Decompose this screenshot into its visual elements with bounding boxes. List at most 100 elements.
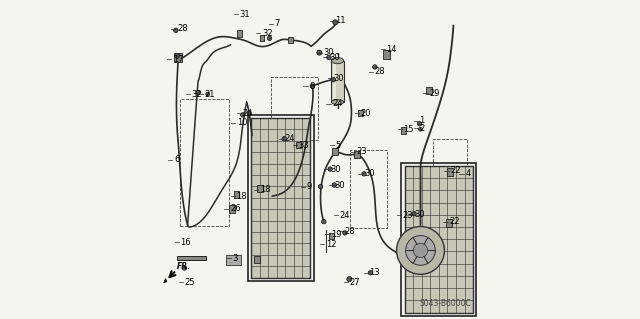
Text: 24: 24 — [284, 134, 295, 143]
Ellipse shape — [332, 57, 344, 63]
Text: 25: 25 — [184, 278, 195, 287]
Text: 19: 19 — [331, 230, 342, 239]
Bar — [174, 53, 182, 62]
Text: 23: 23 — [356, 147, 367, 156]
Bar — [180, 99, 229, 226]
Text: 29: 29 — [429, 89, 440, 98]
Circle shape — [397, 226, 444, 274]
Circle shape — [419, 127, 422, 131]
Bar — [404, 166, 473, 313]
Bar — [248, 115, 314, 281]
Text: 3: 3 — [232, 254, 237, 263]
Bar — [237, 29, 243, 37]
Bar — [229, 205, 236, 213]
Text: 10: 10 — [237, 118, 248, 127]
Text: 30: 30 — [323, 48, 334, 57]
Circle shape — [362, 172, 366, 176]
Text: 33: 33 — [298, 141, 309, 150]
Bar — [383, 50, 390, 59]
Circle shape — [417, 122, 422, 126]
Text: 30: 30 — [329, 53, 340, 62]
Text: 28: 28 — [177, 24, 188, 33]
Circle shape — [331, 78, 335, 82]
Text: 26: 26 — [230, 204, 241, 213]
Bar — [254, 256, 260, 263]
Bar — [350, 150, 387, 228]
Text: 32: 32 — [262, 29, 273, 38]
Text: FR.: FR. — [177, 262, 191, 271]
Text: 23: 23 — [403, 211, 413, 220]
Circle shape — [328, 167, 332, 171]
Circle shape — [206, 92, 210, 96]
Text: 16: 16 — [180, 238, 191, 247]
Text: 18: 18 — [260, 185, 271, 194]
Text: 4: 4 — [465, 169, 470, 178]
Text: 22: 22 — [450, 166, 461, 175]
Text: 12: 12 — [326, 240, 336, 249]
Text: 7: 7 — [275, 19, 280, 28]
Circle shape — [173, 28, 178, 33]
Text: S043-B6000C: S043-B6000C — [420, 299, 472, 308]
Circle shape — [282, 137, 287, 141]
Bar — [426, 87, 432, 94]
Circle shape — [326, 55, 331, 60]
Bar — [296, 142, 301, 148]
Text: 18: 18 — [236, 192, 247, 201]
Bar — [252, 118, 310, 278]
Bar — [446, 219, 452, 227]
Ellipse shape — [332, 100, 344, 105]
Text: 2: 2 — [420, 124, 425, 133]
Text: 28: 28 — [345, 227, 355, 236]
Circle shape — [196, 90, 200, 95]
Circle shape — [368, 271, 372, 275]
Circle shape — [347, 277, 352, 282]
Text: 8: 8 — [309, 82, 314, 91]
Text: 30: 30 — [364, 169, 374, 178]
Circle shape — [319, 184, 323, 189]
Text: 32: 32 — [192, 90, 202, 99]
Text: 30: 30 — [414, 210, 425, 219]
Circle shape — [317, 50, 322, 55]
Text: 13: 13 — [369, 268, 380, 277]
Circle shape — [413, 243, 428, 258]
Text: 30: 30 — [330, 165, 341, 174]
Bar — [271, 77, 319, 140]
Bar — [226, 255, 241, 265]
Circle shape — [332, 183, 337, 187]
FancyArrowPatch shape — [168, 272, 175, 279]
Circle shape — [247, 111, 252, 115]
Text: 15: 15 — [404, 125, 414, 134]
Bar — [401, 127, 406, 134]
Text: 27: 27 — [349, 278, 360, 287]
Text: 31: 31 — [239, 10, 250, 19]
Text: 24: 24 — [243, 109, 253, 118]
Text: 30: 30 — [334, 181, 345, 189]
Text: 9: 9 — [307, 182, 312, 191]
Text: 1: 1 — [420, 116, 425, 125]
Text: 14: 14 — [387, 45, 397, 54]
Circle shape — [182, 266, 187, 270]
Bar — [329, 233, 333, 239]
Text: 6: 6 — [174, 155, 179, 164]
Circle shape — [412, 211, 417, 216]
Text: 20: 20 — [361, 109, 371, 118]
Bar — [447, 168, 453, 176]
Text: 22: 22 — [449, 217, 460, 226]
Text: 24: 24 — [332, 99, 342, 108]
Text: 5: 5 — [335, 141, 340, 150]
Circle shape — [241, 113, 245, 117]
Circle shape — [406, 235, 435, 265]
Circle shape — [175, 53, 180, 58]
Circle shape — [268, 36, 272, 41]
Polygon shape — [164, 278, 167, 283]
Text: 24: 24 — [340, 211, 350, 220]
Text: 30: 30 — [333, 74, 344, 83]
Bar — [288, 37, 293, 43]
Bar — [333, 64, 336, 99]
Circle shape — [321, 219, 326, 224]
Text: 11: 11 — [335, 16, 346, 25]
Circle shape — [372, 65, 377, 69]
Bar — [358, 110, 364, 116]
Bar — [332, 148, 338, 155]
Bar — [332, 61, 344, 102]
